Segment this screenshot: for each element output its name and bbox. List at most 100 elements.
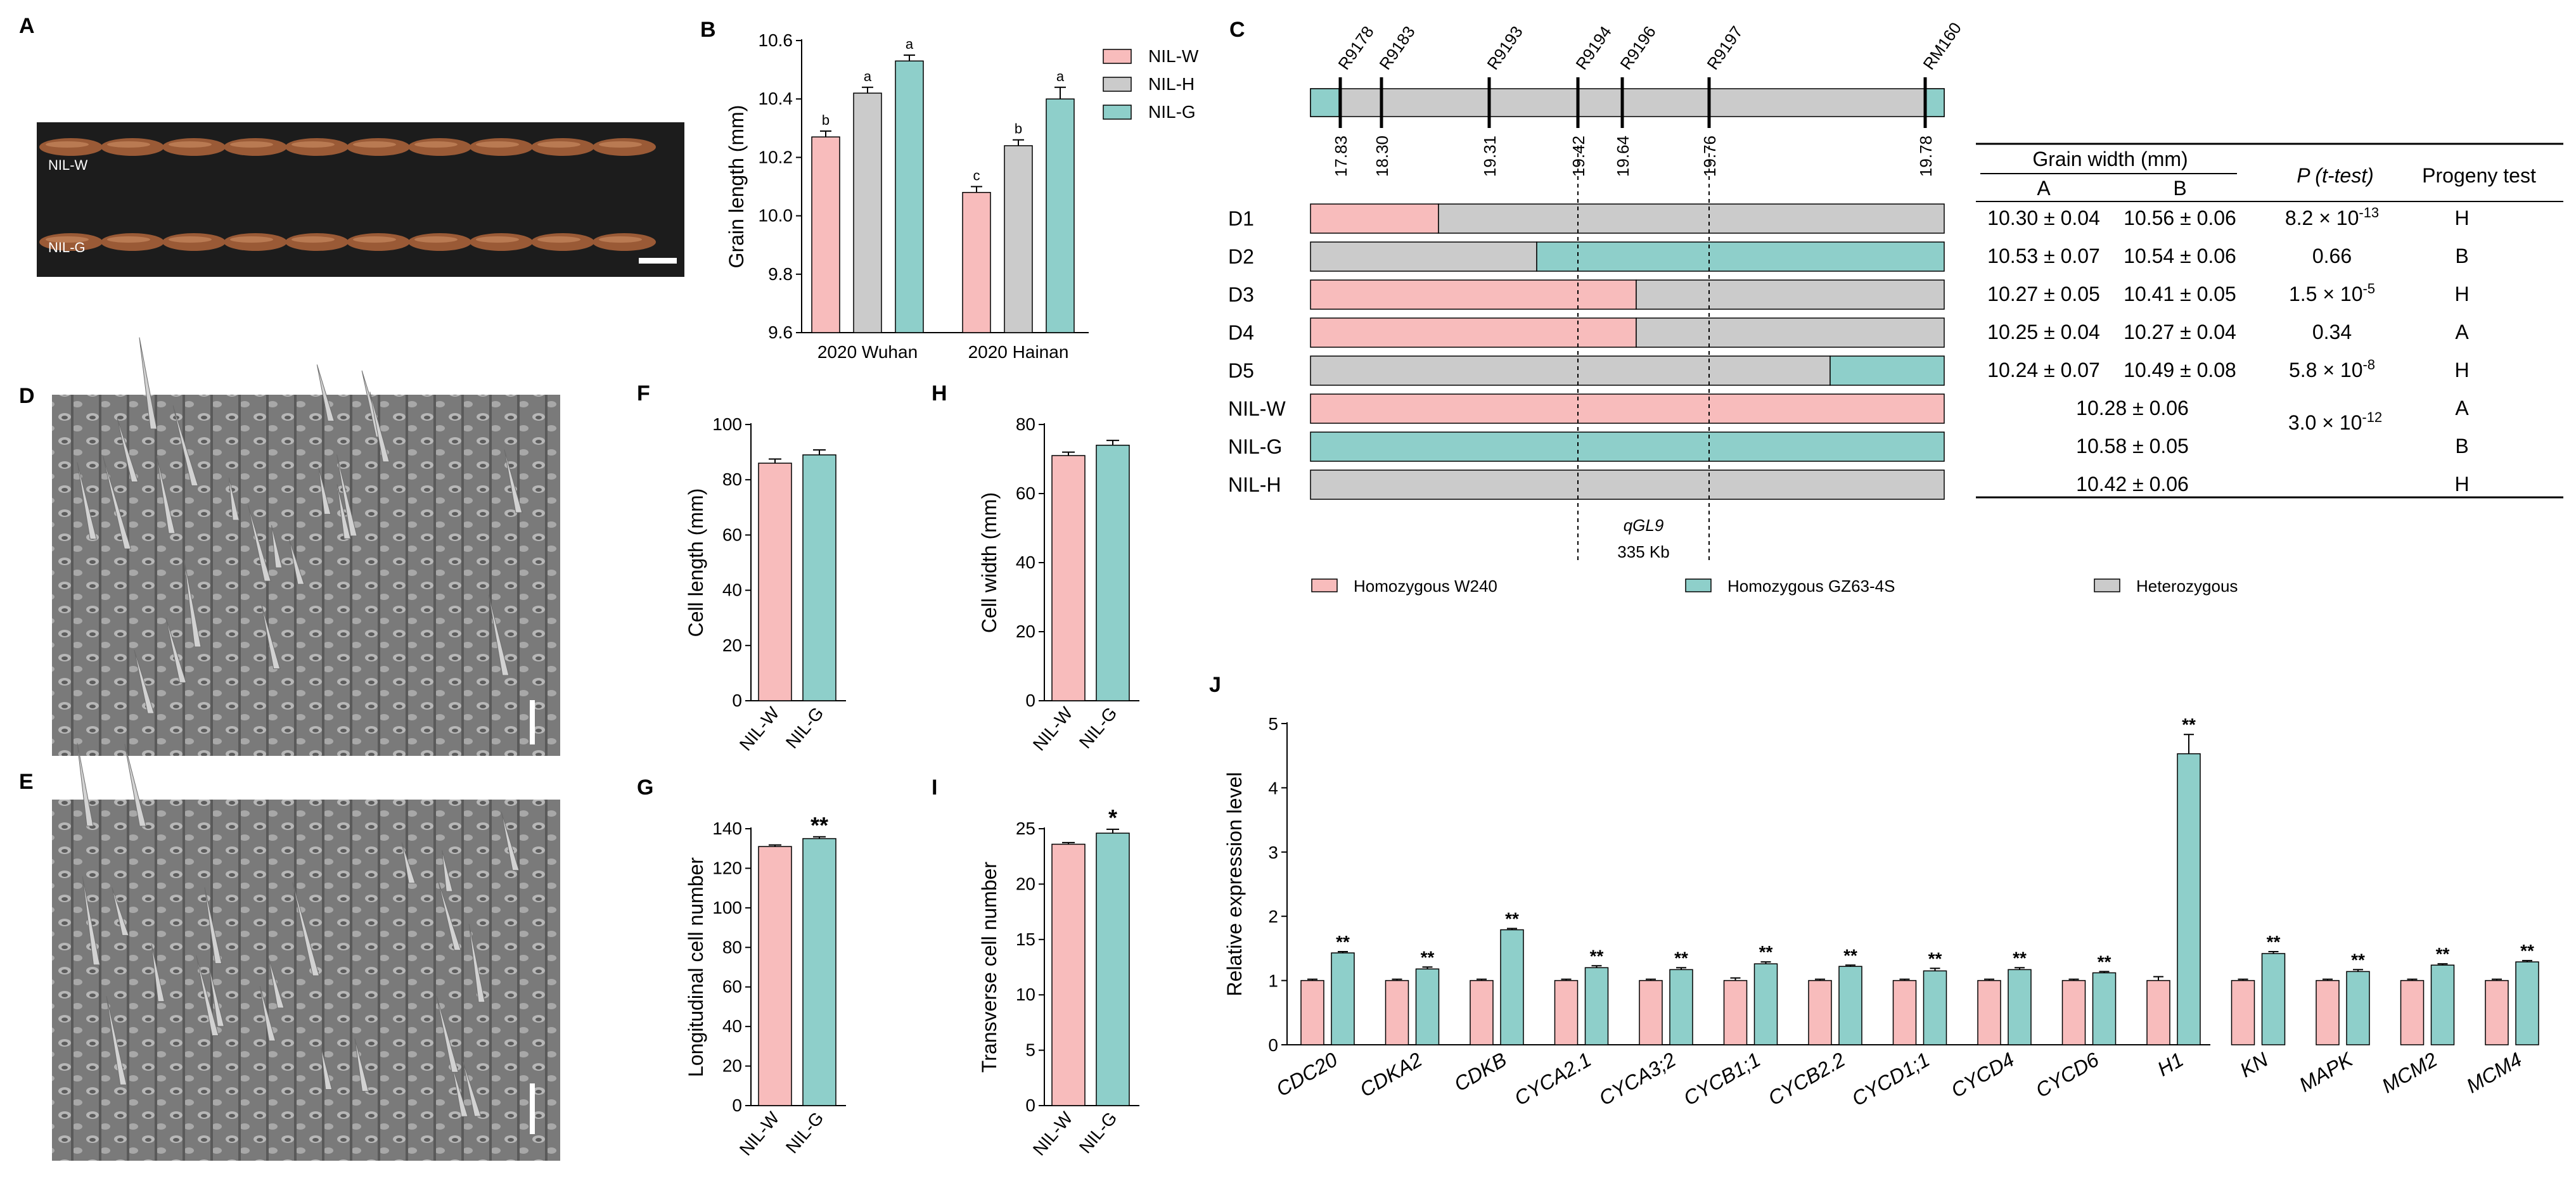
y-tick-label: 120 <box>712 858 742 878</box>
y-tick-label: 9.8 <box>768 264 793 284</box>
bar-nil-g <box>1415 968 1440 1045</box>
bar-nil-g <box>802 454 836 701</box>
significance-letter: a <box>864 68 872 84</box>
bar-nil-g <box>2177 753 2201 1045</box>
header-p-value: P (t-test) <box>2297 164 2373 187</box>
marker-name: R9194 <box>1572 22 1615 73</box>
significance-mark: ** <box>1843 945 1857 965</box>
gene-label: CYCB2.2 <box>1764 1048 1849 1110</box>
grain-highlight <box>537 141 580 148</box>
genotype-segment <box>1310 355 1831 386</box>
significance-letter: a <box>906 36 914 52</box>
bar-nil-w <box>1808 980 1832 1045</box>
progeny-result: H <box>2454 473 2469 495</box>
y-tick-label: 3 <box>1268 843 1278 862</box>
bar-nil-g <box>2515 961 2539 1045</box>
y-tick-label: 60 <box>722 525 742 544</box>
legend-swatch <box>1311 578 1338 592</box>
gene-label: MCM4 <box>2463 1048 2526 1097</box>
y-tick-label: 0 <box>1268 1035 1278 1055</box>
header-progeny: Progeny test <box>2422 164 2536 187</box>
sem-trichomes-e <box>77 743 520 1117</box>
genotype-segment <box>1310 393 1945 424</box>
trichome <box>321 1047 333 1090</box>
significance-mark: ** <box>1928 948 1942 968</box>
header-col-b: B <box>2173 177 2186 200</box>
header-col-a: A <box>2037 177 2051 200</box>
progeny-result: H <box>2454 283 2469 305</box>
y-tick-label: 10.0 <box>759 206 793 226</box>
significance-mark: * <box>1108 805 1117 831</box>
qtl-name: qGL9 <box>1624 516 1664 535</box>
significance-mark: ** <box>811 812 828 838</box>
genotype-segment <box>1829 355 1945 386</box>
grain-highlight <box>353 141 396 148</box>
grain-row-nil-g <box>39 233 656 251</box>
trichome <box>468 924 485 1003</box>
bar-nil-h <box>853 93 882 333</box>
y-tick-label: 0 <box>732 1095 742 1115</box>
grain-highlight <box>414 236 458 243</box>
grain-highlight <box>46 141 89 148</box>
progeny-result: B <box>2455 435 2468 457</box>
significance-mark: ** <box>2098 952 2111 971</box>
bar-nil-g <box>2346 971 2370 1045</box>
trichome <box>501 812 520 871</box>
bar-nil-g <box>1584 967 1609 1045</box>
grain-highlight <box>599 236 642 243</box>
gene-label: MCM2 <box>2378 1048 2441 1097</box>
y-tick-label: 5 <box>1268 714 1278 734</box>
trichome <box>442 850 453 892</box>
trichome <box>369 392 390 463</box>
y-tick-label: 80 <box>1016 414 1035 434</box>
significance-mark: ** <box>2351 950 2365 969</box>
sem-surface-nil-w <box>52 395 560 756</box>
trichome <box>271 525 283 568</box>
bar-nil-g <box>1096 833 1130 1106</box>
grain-highlight <box>599 141 642 148</box>
legend-swatch <box>1685 578 1712 592</box>
trichome <box>261 604 281 669</box>
x-tick-label: NIL-G <box>782 703 828 752</box>
marker-position: 17.83 <box>1331 136 1350 177</box>
legend-label: NIL-W <box>1148 46 1199 66</box>
y-axis-label: Grain length (mm) <box>725 105 748 269</box>
panel-label-f: F <box>637 381 650 405</box>
y-axis-label: Cell length (mm) <box>684 488 707 637</box>
marker-name: R9178 <box>1334 22 1378 73</box>
gene-label: H1 <box>2153 1048 2187 1081</box>
y-tick-label: 20 <box>1016 874 1035 893</box>
trichome <box>184 559 202 648</box>
legend-swatch <box>1103 49 1132 64</box>
panel-label-e: E <box>19 770 34 794</box>
y-tick-label: 100 <box>712 898 742 917</box>
row-label: NIL-H <box>1228 473 1281 496</box>
significance-mark: ** <box>1336 932 1350 952</box>
y-tick-label: 0 <box>1025 691 1035 710</box>
trichome <box>336 484 351 539</box>
y-tick-label: 60 <box>1016 483 1035 503</box>
grain-highlight <box>353 236 396 243</box>
trichome <box>204 887 222 964</box>
significance-mark: ** <box>1421 947 1435 967</box>
y-tick-label: 10.6 <box>759 30 793 50</box>
row-label: NIL-G <box>1228 435 1282 458</box>
x-tick-label: NIL-W <box>1029 1108 1077 1159</box>
bar-nil-g <box>1669 969 1693 1045</box>
grain-highlight <box>476 141 519 148</box>
x-tick-label: NIL-G <box>782 1108 828 1157</box>
legend-label: Homozygous W240 <box>1354 577 1497 596</box>
x-tick-label: NIL-G <box>1075 703 1121 752</box>
significance-mark: ** <box>1674 948 1688 967</box>
grain-highlight <box>169 236 212 243</box>
y-axis-label: Relative expression level <box>1223 772 1246 997</box>
significance-mark: ** <box>1590 946 1604 966</box>
grain-width-a: 10.30 ± 0.04 <box>1987 207 2100 229</box>
bar-nil-g <box>1331 952 1355 1045</box>
bar-nil-g <box>2008 969 2032 1045</box>
scale-bar-d <box>530 700 535 744</box>
grain-width-ab: 10.58 ± 0.05 <box>2076 435 2189 457</box>
chromosome-left-end <box>1310 88 1340 117</box>
marker-position: 19.31 <box>1480 136 1499 177</box>
